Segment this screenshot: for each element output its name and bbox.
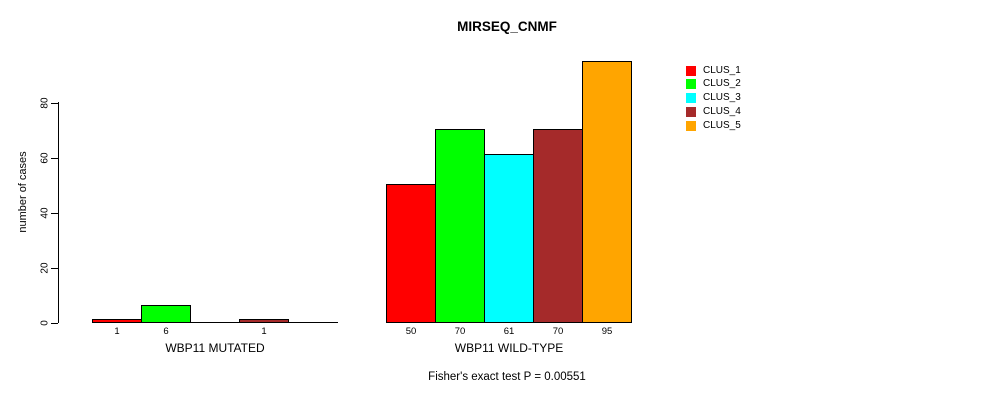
group-label-wbp11-wild-type: WBP11 WILD-TYPE — [454, 341, 564, 355]
bar-value-label: 1 — [114, 326, 120, 337]
legend-label-clus-1: CLUS_1 — [703, 65, 741, 76]
y-axis-title-text: number of cases — [17, 151, 29, 233]
y-axis-tick — [51, 213, 58, 214]
y-axis-tick-label-text: 20 — [39, 262, 51, 274]
bar-value-label: 6 — [163, 326, 169, 337]
y-axis-tick-label-text: 80 — [39, 97, 51, 109]
bar-wbp11-wild-type-clus-1 — [386, 184, 436, 323]
bar-wbp11-wild-type-clus-5 — [582, 61, 632, 323]
chart-title: MIRSEQ_CNMF — [457, 19, 557, 34]
bar-wbp11-wild-type-clus-4 — [533, 129, 583, 323]
bar-wbp11-wild-type-clus-3 — [484, 154, 534, 323]
bar-value-label: 95 — [601, 326, 613, 337]
plot-baseline — [92, 322, 338, 323]
legend-label-clus-2: CLUS_2 — [703, 78, 741, 89]
legend-swatch-clus-2 — [686, 79, 696, 89]
bar-value-label: 1 — [261, 326, 267, 337]
y-axis-tick — [51, 103, 58, 104]
group-label-wbp11-mutated: WBP11 MUTATED — [165, 341, 265, 355]
bar-wbp11-wild-type-clus-2 — [435, 129, 485, 323]
legend-swatch-clus-1 — [686, 66, 696, 76]
y-axis-tick-label-text: 0 — [39, 320, 51, 326]
bar-value-label: 61 — [503, 326, 515, 337]
legend-swatch-clus-5 — [686, 121, 696, 131]
legend-swatch-clus-4 — [686, 107, 696, 117]
y-axis-tick — [51, 323, 58, 324]
bar-value-label: 50 — [405, 326, 417, 337]
legend-label-clus-4: CLUS_4 — [703, 106, 741, 117]
annotation-text: Fisher's exact test P = 0.00551 — [428, 371, 586, 383]
bar-value-label: 70 — [552, 326, 564, 337]
plot-baseline — [386, 322, 632, 323]
legend-label-clus-3: CLUS_3 — [703, 92, 741, 103]
bar-value-label: 70 — [454, 326, 466, 337]
y-axis-tick-label-text: 60 — [39, 152, 51, 164]
legend-swatch-clus-3 — [686, 93, 696, 103]
bar-wbp11-mutated-clus-2 — [141, 305, 191, 323]
y-axis-tick — [51, 158, 58, 159]
legend-label-clus-5: CLUS_5 — [703, 120, 741, 131]
y-axis-tick — [51, 268, 58, 269]
y-axis-tick-label-text: 40 — [39, 207, 51, 219]
y-axis-line — [58, 102, 59, 323]
